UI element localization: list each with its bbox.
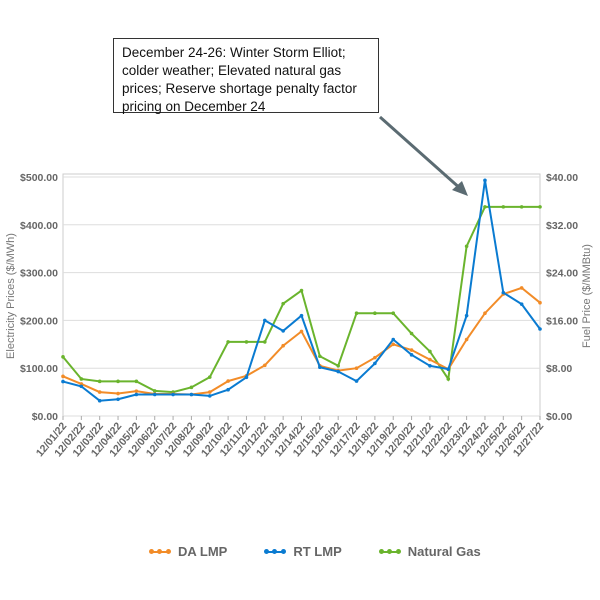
data-point <box>428 364 432 368</box>
data-point <box>464 313 469 318</box>
data-point <box>354 379 359 383</box>
data-point <box>391 342 396 347</box>
data-point <box>483 311 487 316</box>
data-point <box>464 244 469 249</box>
data-point <box>538 205 542 209</box>
data-point <box>538 327 542 331</box>
data-point <box>152 392 157 397</box>
y2-tick-label: $40.00 <box>546 172 578 184</box>
data-point <box>263 363 267 368</box>
data-point <box>391 311 396 316</box>
legend-swatch <box>378 548 401 554</box>
data-point <box>134 379 139 384</box>
data-point <box>483 178 487 183</box>
arrow-head <box>452 181 468 196</box>
data-point <box>134 392 139 397</box>
data-point <box>226 340 230 344</box>
data-point <box>61 355 65 359</box>
data-point <box>519 302 524 306</box>
annotation-arrow <box>379 115 463 192</box>
data-point <box>428 357 432 362</box>
data-point <box>116 391 120 396</box>
data-point <box>318 354 322 359</box>
data-point <box>464 337 469 342</box>
data-point <box>189 385 194 390</box>
data-point <box>116 379 120 384</box>
data-point <box>519 286 524 290</box>
data-point <box>79 384 84 389</box>
data-point <box>299 288 304 293</box>
data-point <box>61 379 65 384</box>
data-point <box>263 318 267 323</box>
y2-tick-label: $16.00 <box>546 315 578 327</box>
data-point <box>207 394 212 398</box>
legend: DA LMP RT LMP Natural Gas <box>149 544 481 559</box>
data-point <box>428 349 432 354</box>
data-point <box>189 392 194 397</box>
data-point <box>97 398 102 403</box>
data-point <box>281 329 285 333</box>
y2-tick-label: $0.00 <box>546 411 572 423</box>
data-point <box>483 205 487 209</box>
legend-item: RT LMP <box>264 544 342 559</box>
y2-tick-label: $24.00 <box>546 268 578 280</box>
data-point <box>281 301 285 306</box>
data-point <box>409 331 414 336</box>
y2-tick-label: $8.00 <box>546 363 572 375</box>
data-point <box>373 355 377 360</box>
legend-item: Natural Gas <box>378 544 481 559</box>
data-point <box>226 379 230 383</box>
data-point <box>207 375 212 379</box>
y-axis-label: Electricity Prices ($/MWh) <box>5 233 17 359</box>
data-point <box>336 369 340 374</box>
data-point <box>152 389 157 393</box>
data-point <box>281 343 285 348</box>
data-point <box>97 379 102 384</box>
data-point <box>134 389 139 393</box>
y-tick-label: $200.00 <box>20 315 58 327</box>
data-point <box>354 311 359 316</box>
data-point <box>501 205 506 209</box>
data-point <box>354 366 359 371</box>
data-point <box>501 290 506 295</box>
legend-label: Natural Gas <box>407 544 481 559</box>
y-tick-label: $300.00 <box>20 268 58 280</box>
y2-axis-label: Fuel Price ($/MMBtu) <box>581 244 593 348</box>
data-point <box>318 365 322 370</box>
data-point <box>299 313 304 318</box>
data-point <box>97 390 102 394</box>
data-point <box>226 387 230 392</box>
y-tick-label: $500.00 <box>20 172 58 184</box>
data-point <box>116 397 120 402</box>
data-point <box>244 340 249 344</box>
legend-label: RT LMP <box>293 544 342 559</box>
data-point <box>519 205 524 209</box>
legend-swatch <box>149 548 171 554</box>
y-tick-label: $100.00 <box>20 363 58 375</box>
data-point <box>263 340 267 344</box>
y-tick-label: $0.00 <box>32 411 58 423</box>
data-point <box>409 353 414 357</box>
data-point <box>171 392 175 397</box>
legend-item: DA LMP <box>149 544 228 559</box>
data-point <box>446 377 451 381</box>
data-point <box>207 390 212 394</box>
data-point <box>391 337 396 342</box>
data-point <box>373 311 377 316</box>
data-point <box>299 329 304 334</box>
data-point <box>79 377 84 381</box>
annotation-box: December 24-26: Winter Storm Elliot; col… <box>113 38 379 114</box>
data-point <box>244 375 249 380</box>
y2-tick-label: $32.00 <box>546 220 578 232</box>
data-point <box>336 364 340 368</box>
legend-label: DA LMP <box>178 544 228 559</box>
data-point <box>409 348 414 352</box>
data-point <box>61 374 65 379</box>
legend-swatch <box>264 548 287 554</box>
data-point <box>538 300 542 305</box>
y-tick-label: $400.00 <box>20 220 58 232</box>
data-point <box>446 367 451 371</box>
data-point <box>373 361 377 366</box>
